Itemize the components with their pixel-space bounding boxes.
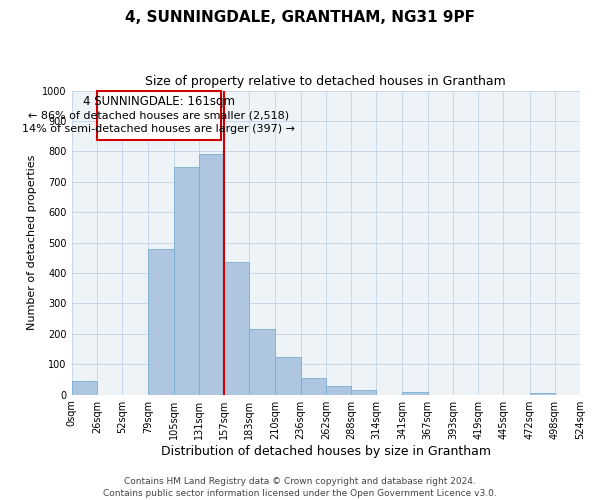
Bar xyxy=(148,248,173,394)
Bar xyxy=(326,386,351,394)
Bar xyxy=(301,378,326,394)
Title: Size of property relative to detached houses in Grantham: Size of property relative to detached ho… xyxy=(145,75,506,88)
FancyBboxPatch shape xyxy=(97,90,221,140)
Bar xyxy=(403,392,428,394)
Bar xyxy=(173,166,199,394)
Bar xyxy=(224,262,249,394)
Bar xyxy=(249,330,275,394)
Bar xyxy=(71,381,97,394)
X-axis label: Distribution of detached houses by size in Grantham: Distribution of detached houses by size … xyxy=(161,444,491,458)
Text: Contains HM Land Registry data © Crown copyright and database right 2024.
Contai: Contains HM Land Registry data © Crown c… xyxy=(103,476,497,498)
Bar xyxy=(351,390,376,394)
Bar xyxy=(530,393,555,394)
Text: 14% of semi-detached houses are larger (397) →: 14% of semi-detached houses are larger (… xyxy=(22,124,295,134)
Y-axis label: Number of detached properties: Number of detached properties xyxy=(27,155,37,330)
Text: 4, SUNNINGDALE, GRANTHAM, NG31 9PF: 4, SUNNINGDALE, GRANTHAM, NG31 9PF xyxy=(125,10,475,25)
Text: ← 86% of detached houses are smaller (2,518): ← 86% of detached houses are smaller (2,… xyxy=(28,110,290,120)
Bar xyxy=(275,356,301,395)
Text: 4 SUNNINGDALE: 161sqm: 4 SUNNINGDALE: 161sqm xyxy=(83,95,235,108)
Bar xyxy=(199,154,224,394)
